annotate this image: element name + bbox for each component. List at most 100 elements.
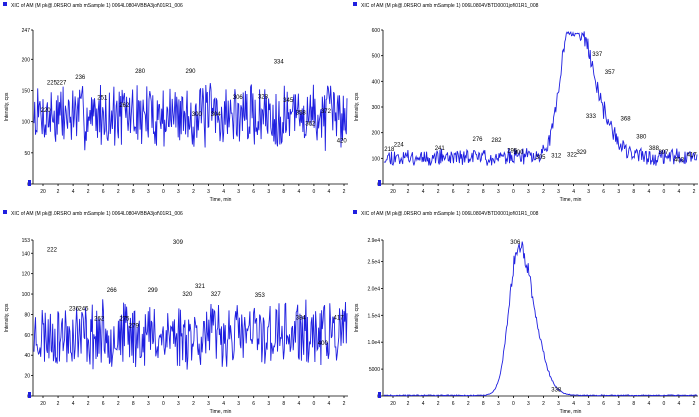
peak-label: 312 <box>551 154 562 160</box>
chart-panel-3: XIC of AM (M pk@.0RSRO amb mSample 1) 00… <box>3 210 348 415</box>
peak-label: 403 <box>674 157 685 163</box>
y-tick-label: 2.5e4 <box>367 260 380 266</box>
peak-label: 337 <box>592 52 603 58</box>
x-tick-label: 4 <box>572 401 575 407</box>
y-tick-label: 600 <box>372 28 381 34</box>
chart-panel-2: XIC of AM (M pk@.0RSRO amb mSample 1) 00… <box>353 2 698 203</box>
peak-label: 295 <box>507 148 518 154</box>
x-tick-label: 0 <box>663 189 666 195</box>
peak-label: 380 <box>636 134 647 140</box>
y-tick-label: 20 <box>24 374 30 380</box>
x-tick-label: 2 <box>87 189 90 195</box>
x-tick-label: 6 <box>252 189 255 195</box>
x-tick-label: 8 <box>132 189 135 195</box>
x-tick-label: 20 <box>40 401 46 407</box>
peak-label: 222 <box>47 247 58 253</box>
peak-label: 290 <box>185 69 196 75</box>
peak-label: 397 <box>658 150 669 156</box>
peak-label: 368 <box>621 116 632 122</box>
peak-label: 220 <box>41 108 52 114</box>
peak-label: 279 <box>129 324 140 330</box>
peak-label: 388 <box>649 146 660 152</box>
x-tick-label: 8 <box>132 401 135 407</box>
x-tick-label: 6 <box>252 401 255 407</box>
x-tick-label: 6 <box>102 189 105 195</box>
x-tick-label: 2 <box>117 401 120 407</box>
peak-label: 236 <box>69 306 80 312</box>
peak-label: 306 <box>233 95 244 101</box>
x-tick-label: 4 <box>328 189 331 195</box>
x-tick-label: 2 <box>407 189 410 195</box>
y-tick-label: 120 <box>22 272 31 278</box>
y-tick-label: 247 <box>22 28 31 34</box>
y-axis-label: Intensity, cps <box>4 303 10 332</box>
peak-label: 227 <box>56 81 67 87</box>
y-tick-label: 60 <box>24 333 30 339</box>
chart-title: XIC of AM (M pk@.0RSRO amb mSample 1) 00… <box>361 211 539 217</box>
x-tick-label: 3 <box>147 401 150 407</box>
x-tick-label: 3 <box>617 401 620 407</box>
peak-label: 353 <box>255 293 266 299</box>
x-tick-label: 4 <box>647 189 650 195</box>
series-line <box>383 31 698 166</box>
x-tick-label: 3 <box>527 189 530 195</box>
peak-label: 357 <box>605 70 616 76</box>
y-tick-label: 50 <box>24 151 30 157</box>
x-tick-label: 4 <box>678 401 681 407</box>
x-tick-label: 4 <box>422 401 425 407</box>
x-axis-label: Time, min <box>210 197 232 203</box>
peak-label: 282 <box>491 138 502 144</box>
panel-marker-icon <box>353 210 357 214</box>
peak-label: 338 <box>551 387 562 393</box>
x-tick-label: 6 <box>102 401 105 407</box>
x-tick-label: 4 <box>647 401 650 407</box>
x-tick-label: 4 <box>422 189 425 195</box>
x-axis-label: Time, min <box>560 409 582 415</box>
x-tick-label: 3 <box>147 189 150 195</box>
peak-label: 309 <box>173 240 184 246</box>
peak-label: 417 <box>687 152 698 158</box>
panel-marker-icon <box>3 210 7 214</box>
x-tick-label: 3 <box>207 401 210 407</box>
x-tick-label: 8 <box>632 401 635 407</box>
x-tick-label: 4 <box>72 401 75 407</box>
x-tick-label: 20 <box>390 401 396 407</box>
x-tick-label: 0 <box>162 401 165 407</box>
x-tick-label: 3 <box>617 189 620 195</box>
y-axis-label: Intensity, cps <box>354 303 360 332</box>
x-tick-label: 2 <box>467 401 470 407</box>
peak-label: 334 <box>274 60 285 66</box>
y-axis-label: Intensity, cps <box>4 92 10 121</box>
x-tick-label: 4 <box>678 189 681 195</box>
peak-label: 417 <box>334 316 345 322</box>
peak-label: 266 <box>107 288 118 294</box>
x-tick-label: 2 <box>57 189 60 195</box>
x-tick-label: 2 <box>192 189 195 195</box>
peak-label: 236 <box>75 75 86 81</box>
x-tick-label: 3 <box>587 189 590 195</box>
peak-label: 333 <box>586 114 597 120</box>
y-tick-label: 200 <box>22 57 31 63</box>
x-tick-label: 8 <box>282 401 285 407</box>
peak-label: 276 <box>472 137 483 143</box>
y-tick-label: 500 <box>372 54 381 60</box>
y-tick-label: 40 <box>24 353 30 359</box>
x-tick-label: 2 <box>87 401 90 407</box>
y-tick-label: 400 <box>372 79 381 85</box>
y-tick-label: 1.0e4 <box>367 340 380 346</box>
peak-label: 384 <box>296 316 307 322</box>
peak-label: 321 <box>195 284 206 290</box>
x-tick-label: 2 <box>117 189 120 195</box>
peak-label: 300 <box>513 150 524 156</box>
x-tick-label: 0 <box>512 189 515 195</box>
x-tick-label: 3 <box>527 401 530 407</box>
peak-label: 225 <box>47 81 58 87</box>
peak-label: 345 <box>283 98 294 104</box>
axis-marker-icon <box>378 392 381 398</box>
peak-label: 275 <box>119 317 130 323</box>
x-tick-label: 2 <box>542 189 545 195</box>
x-tick-label: 3 <box>267 401 270 407</box>
peak-label: 306 <box>510 240 521 246</box>
panel-marker-icon <box>3 2 7 6</box>
y-tick-label: 153 <box>22 238 31 244</box>
